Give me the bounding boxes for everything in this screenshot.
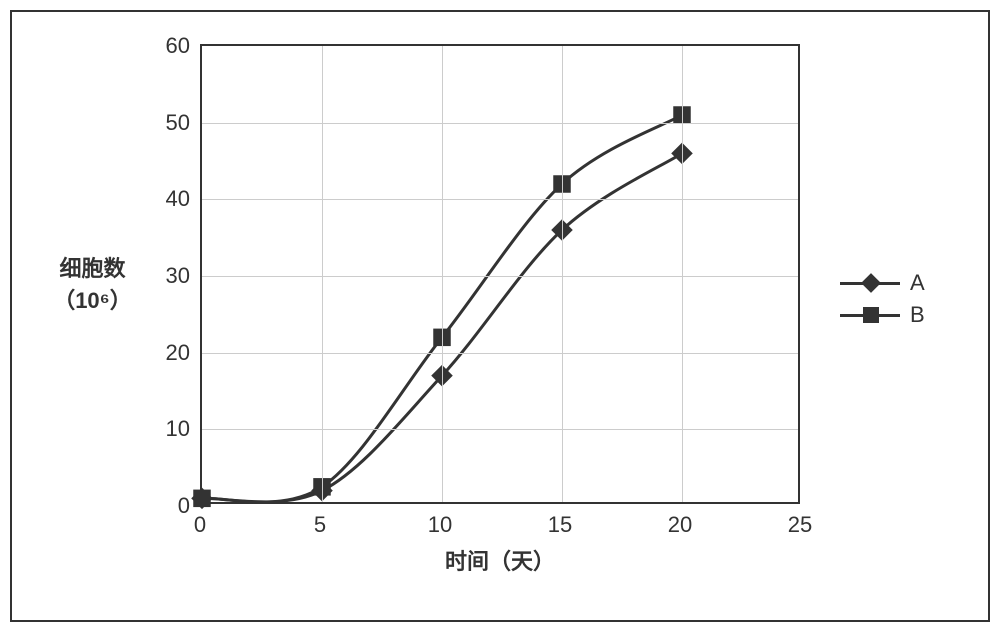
x-axis-label: 时间（天） [200,544,800,576]
y-tick-label: 40 [150,186,190,212]
y-tick-label: 50 [150,110,190,136]
legend-item-b: B [840,302,925,328]
grid-line-h [202,353,798,354]
x-tick-label: 25 [780,512,820,538]
x-tick-label: 0 [180,512,220,538]
grid-line-v [682,46,683,502]
y-tick-label: 10 [150,416,190,442]
legend-marker-a [840,273,900,293]
plot-area [200,44,800,504]
grid-line-v [442,46,443,502]
x-tick-label: 15 [540,512,580,538]
legend: A B [840,264,925,334]
x-axis-label-text: 时间（天） [445,549,555,574]
x-tick-label: 20 [660,512,700,538]
legend-marker-b [840,305,900,325]
square-icon [193,490,211,508]
diamond-icon [861,273,881,293]
grid-line-v [322,46,323,502]
y-tick-label: 60 [150,33,190,59]
legend-item-a: A [840,270,925,296]
y-axis-label: 细胞数 （10⁶） [40,251,145,315]
square-icon [863,307,879,323]
y-tick-label: 30 [150,263,190,289]
grid-line-h [202,199,798,200]
grid-line-h [202,429,798,430]
y-tick-label: 20 [150,340,190,366]
legend-label-a: A [910,270,925,296]
y-axis-label-line1: 细胞数 [40,251,145,283]
grid-line-h [202,123,798,124]
outer-frame: 0102030405060 0510152025 细胞数 （10⁶） 时间（天）… [10,10,990,622]
y-axis-label-line2: （10⁶） [40,283,145,315]
x-tick-label: 10 [420,512,460,538]
legend-label-b: B [910,302,925,328]
chart-frame: 0102030405060 0510152025 细胞数 （10⁶） 时间（天）… [40,34,964,602]
grid-line-h [202,276,798,277]
grid-line-v [562,46,563,502]
x-tick-label: 5 [300,512,340,538]
